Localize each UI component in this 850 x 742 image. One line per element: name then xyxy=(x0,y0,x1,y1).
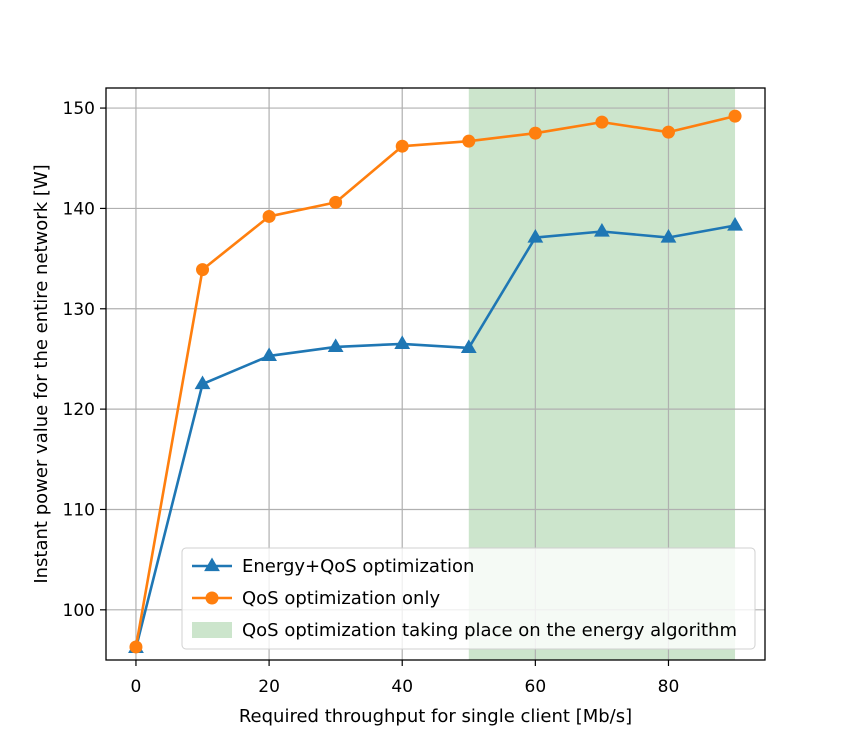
x-tick-label: 0 xyxy=(131,677,142,697)
series-line xyxy=(134,114,736,648)
plot-frame xyxy=(105,87,766,661)
legend-marker xyxy=(205,591,219,605)
data-point xyxy=(329,195,343,209)
data-point xyxy=(129,640,143,654)
legend-label: QoS optimization taking place on the ene… xyxy=(242,620,737,641)
y-tick-label: 100 xyxy=(63,601,95,621)
y-tick-label: 110 xyxy=(63,500,95,520)
legend-items: Energy+QoS optimization QoS optimization … xyxy=(192,556,737,641)
data-point xyxy=(462,134,476,148)
data-point xyxy=(595,115,609,129)
grid-layer xyxy=(106,88,765,660)
tick-layer: 0 20 40 60 80 100 110 120 130 140 150 xyxy=(63,99,680,697)
x-tick-label: 40 xyxy=(391,677,413,697)
series-layer xyxy=(128,109,743,654)
legend-label: QoS optimization only xyxy=(242,588,440,609)
y-axis-label: Instant power value for the entire netwo… xyxy=(31,164,52,583)
data-point xyxy=(261,347,277,362)
series-1 xyxy=(128,216,743,654)
data-point xyxy=(594,223,610,237)
data-point xyxy=(528,126,542,140)
legend-box xyxy=(181,547,756,650)
data-point xyxy=(660,229,677,243)
data-point xyxy=(194,375,211,390)
legend: Energy+QoS optimization QoS optimization … xyxy=(181,547,756,650)
data-point xyxy=(262,209,276,223)
legend-patch xyxy=(192,622,232,638)
series-line xyxy=(134,224,736,649)
data-point xyxy=(527,229,544,243)
y-tick-label: 130 xyxy=(63,300,95,320)
data-point xyxy=(728,109,742,123)
x-tick-label: 80 xyxy=(658,677,680,697)
x-tick-label: 20 xyxy=(258,677,280,697)
legend-label: Energy+QoS optimization xyxy=(242,556,474,577)
data-point xyxy=(394,335,411,349)
data-point xyxy=(661,125,675,139)
y-tick-label: 140 xyxy=(63,199,95,219)
data-point xyxy=(395,139,409,153)
data-point xyxy=(327,338,344,353)
legend-marker xyxy=(204,557,220,572)
data-point xyxy=(727,216,743,231)
x-axis-label: Required throughput for single client [M… xyxy=(239,706,632,727)
y-tick-label: 120 xyxy=(63,400,95,420)
data-point xyxy=(196,263,210,277)
x-tick-label: 60 xyxy=(525,677,547,697)
data-point xyxy=(460,339,477,354)
y-tick-label: 150 xyxy=(63,99,95,119)
series-2 xyxy=(129,109,742,654)
